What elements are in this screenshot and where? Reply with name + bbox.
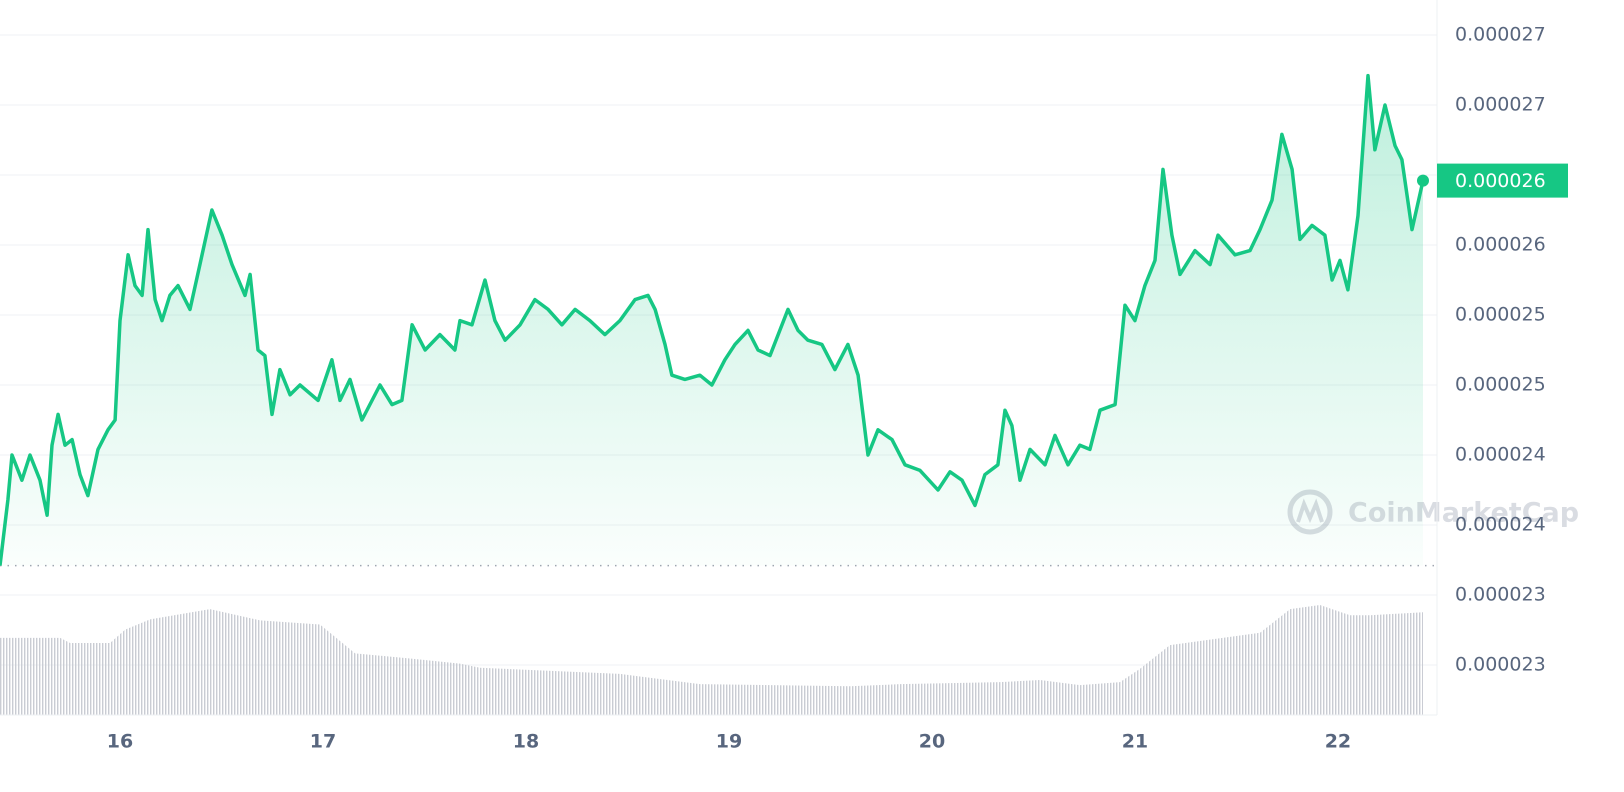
x-tick-label: 17	[310, 731, 336, 753]
y-tick-label: 0.000023	[1455, 654, 1546, 676]
last-point	[1416, 174, 1429, 187]
y-tick-label: 0.000024	[1455, 444, 1546, 466]
price-tag-label: 0.000026	[1455, 170, 1546, 192]
watermark-text: CoinMarketCap	[1348, 498, 1579, 529]
y-tick-label: 0.000025	[1455, 304, 1546, 326]
price-tag	[1437, 163, 1568, 198]
x-tick-label: 16	[107, 731, 133, 753]
x-tick-label: 20	[919, 731, 945, 753]
x-tick-label: 18	[513, 731, 539, 753]
x-tick-label: 21	[1122, 731, 1148, 753]
y-tick-label: 0.000027	[1455, 94, 1546, 116]
watermark: CoinMarketCap	[1287, 489, 1579, 535]
y-tick-label: 0.000026	[1455, 234, 1546, 256]
x-tick-label: 19	[716, 731, 742, 753]
volume-area	[0, 605, 1423, 715]
price-line	[0, 73, 1425, 566]
y-tick-label: 0.000025	[1455, 374, 1546, 396]
y-tick-label: 0.000027	[1455, 24, 1546, 46]
price-area	[0, 75, 1423, 566]
y-tick-label: 0.000024	[1455, 514, 1546, 536]
x-tick-label: 22	[1325, 731, 1351, 753]
y-tick-label: 0.000023	[1455, 584, 1546, 606]
